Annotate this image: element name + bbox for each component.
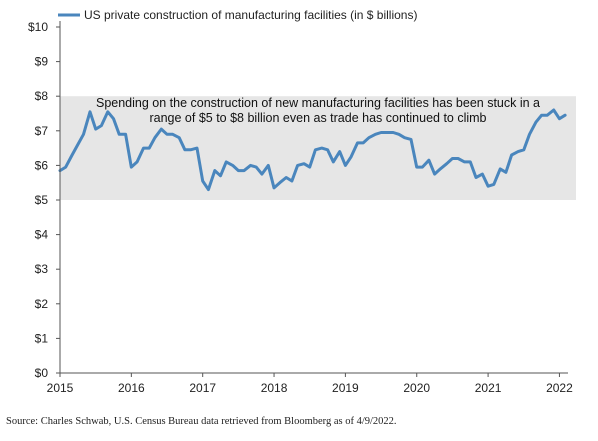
- x-tick-label: 2019: [332, 381, 359, 395]
- y-tick-label: $10: [28, 20, 48, 34]
- y-tick-label: $6: [35, 158, 49, 172]
- y-tick-label: $8: [35, 89, 49, 103]
- source-note: Source: Charles Schwab, U.S. Census Bure…: [6, 416, 397, 427]
- x-tick-label: 2015: [47, 381, 74, 395]
- legend: US private construction of manufacturing…: [58, 8, 417, 22]
- annotation-line: Spending on the construction of new manu…: [96, 96, 540, 110]
- y-tick-label: $0: [35, 366, 49, 380]
- y-tick-label: $2: [35, 297, 49, 311]
- y-tick-label: $3: [35, 262, 49, 276]
- x-tick-label: 2021: [475, 381, 502, 395]
- y-tick-label: $4: [35, 228, 49, 242]
- y-tick-label: $7: [35, 124, 49, 138]
- y-tick-label: $5: [35, 193, 49, 207]
- y-tick-label: $1: [35, 331, 49, 345]
- y-tick-label: $9: [35, 55, 49, 69]
- x-tick-label: 2022: [546, 381, 573, 395]
- legend-label: US private construction of manufacturing…: [84, 8, 417, 22]
- x-tick-label: 2018: [261, 381, 288, 395]
- series-line: [58, 108, 567, 192]
- annotation-line: range of $5 to $8 billion even as trade …: [149, 111, 486, 125]
- x-tick-label: 2016: [118, 381, 145, 395]
- x-tick-label: 2017: [189, 381, 216, 395]
- x-tick-label: 2020: [403, 381, 430, 395]
